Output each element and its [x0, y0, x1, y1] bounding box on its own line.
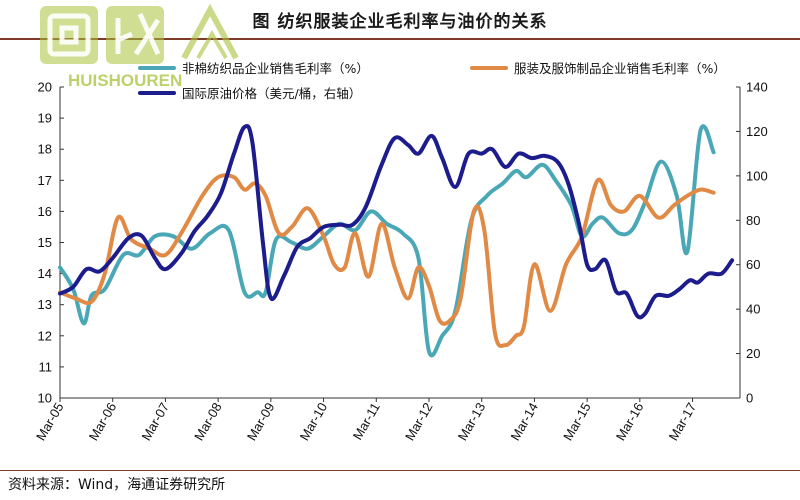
left-tick-label: 12	[38, 328, 52, 343]
right-tick-label: 0	[746, 391, 753, 406]
right-tick-label: 60	[746, 257, 760, 272]
legend-item-oil: 国际原油价格（美元/桶，右轴）	[138, 83, 361, 102]
left-tick-label: 11	[39, 359, 53, 374]
x-tick-label: Mar-06	[86, 400, 120, 443]
right-tick-label: 140	[746, 80, 768, 95]
x-tick-label: Mar-08	[191, 400, 225, 443]
legend-label-oil: 国际原油价格（美元/桶，右轴）	[182, 86, 362, 101]
left-tick-label: 13	[38, 297, 52, 312]
left-tick-label: 15	[38, 235, 52, 250]
legend-swatch-apparel	[470, 65, 508, 70]
x-tick-label: Mar-10	[297, 400, 331, 443]
legend-item-apparel: 服装及服饰制品企业销售毛利率（%）	[470, 58, 726, 77]
legend-swatch-nonpcotton	[138, 65, 176, 70]
legend-label-nonpcotton: 非棉纺织品企业销售毛利率（%）	[182, 61, 369, 76]
title-rule	[0, 38, 800, 40]
left-tick-label: 18	[38, 142, 52, 157]
x-tick-label: Mar-17	[666, 400, 700, 443]
x-tick-label: Mar-07	[138, 400, 172, 443]
left-tick-label: 17	[38, 173, 52, 188]
legend-swatch-oil	[138, 90, 176, 95]
legend-item-nonpcotton: 非棉纺织品企业销售毛利率（%）	[138, 58, 369, 77]
series-line-apparel-margin	[58, 173, 716, 349]
x-tick-label: Mar-14	[507, 400, 541, 443]
watermark-logo: HUISHOUREN	[40, 3, 239, 90]
x-tick-label: Mar-16	[613, 400, 647, 443]
left-tick-label: 16	[38, 204, 52, 219]
chart-series	[58, 123, 735, 358]
right-tick-label: 80	[746, 213, 760, 228]
chart-axes: 10 11 12 13 14 15 16 17 18 19 20 0 20 40 60 80 100 120 140…	[33, 80, 768, 444]
x-tick-label: Mar-15	[560, 400, 594, 443]
footer-rule	[0, 470, 800, 471]
left-tick-label: 19	[38, 111, 52, 126]
watermark-text: HUISHOUREN	[68, 71, 182, 90]
x-tick-label: Mar-12	[402, 400, 436, 443]
x-tick-label: Mar-13	[455, 400, 489, 443]
series-line-nonpcotton-margin	[58, 124, 716, 358]
right-tick-label: 20	[746, 346, 760, 361]
x-tick-label: Mar-09	[244, 400, 278, 443]
legend-label-apparel: 服装及服饰制品企业销售毛利率（%）	[514, 61, 726, 76]
series-line-oil-price	[58, 123, 735, 320]
x-tick-label: Mar-11	[350, 400, 383, 442]
right-tick-label: 100	[746, 168, 768, 183]
right-tick-label: 120	[746, 124, 768, 139]
right-tick-label: 40	[746, 302, 760, 317]
chart-title: 图 纺织服装企业毛利率与油价的关系	[252, 11, 548, 32]
left-tick-label: 20	[38, 80, 52, 95]
left-tick-label: 14	[38, 266, 52, 281]
left-tick-label: 10	[38, 391, 52, 406]
x-tick-label: Mar-05	[33, 400, 67, 443]
source-note: 资料来源：Wind，海通证券研究所	[8, 477, 226, 493]
